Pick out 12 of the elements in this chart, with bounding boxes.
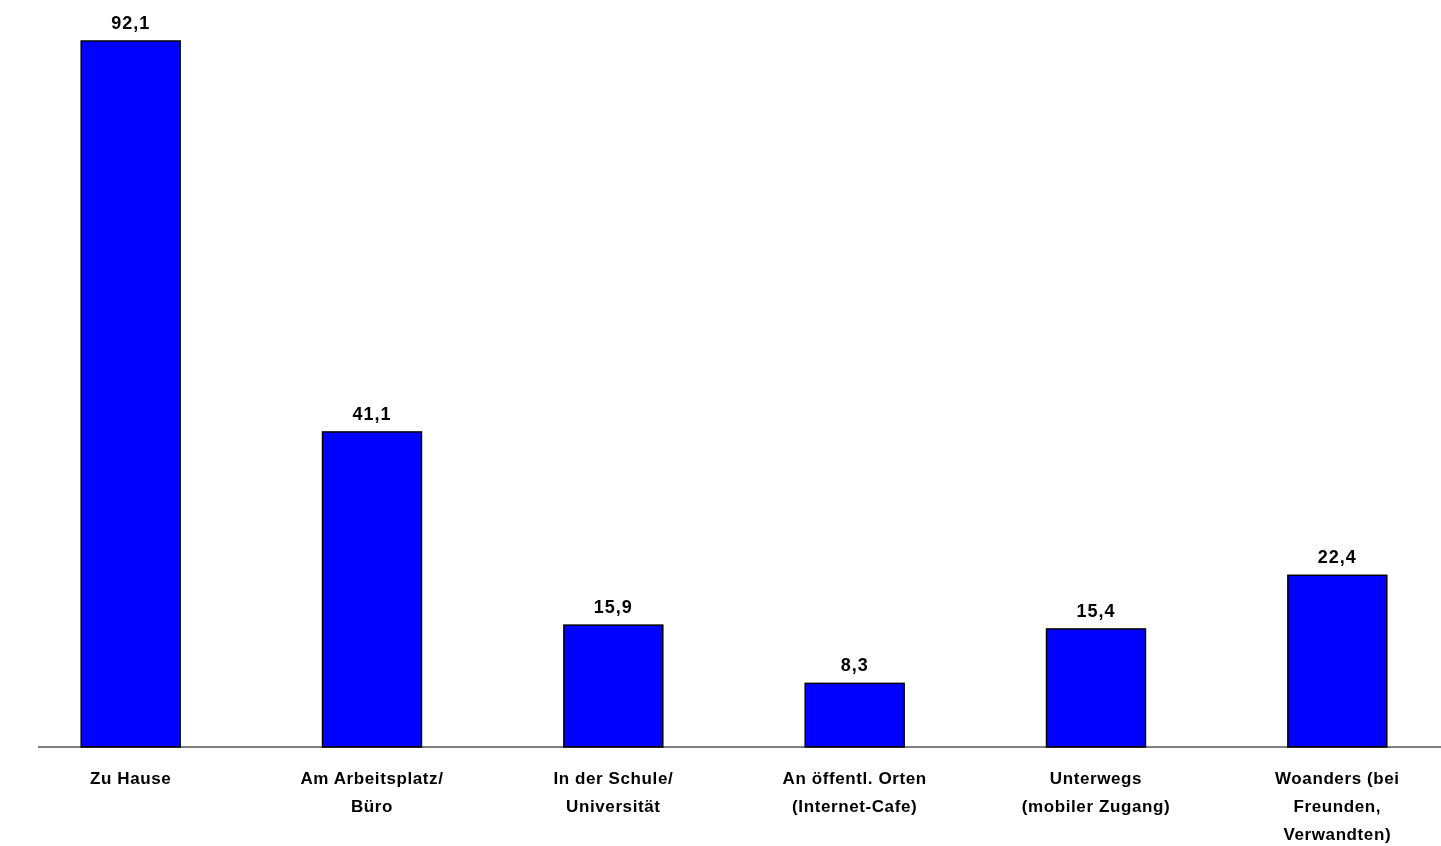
x-tick-label: Zu Hause bbox=[90, 769, 172, 788]
x-tick-label: Woanders (bei Freunden, Verwandten) bbox=[1275, 769, 1400, 844]
data-label: 15,4 bbox=[1076, 600, 1116, 621]
data-label: 41,1 bbox=[352, 403, 392, 424]
x-tick-label: Am Arbeitsplatz/ Büro bbox=[300, 769, 444, 816]
data-label: 22,4 bbox=[1317, 547, 1357, 568]
x-tick-label: Unterwegs (mobiler Zugang) bbox=[1021, 769, 1171, 816]
data-label: 8,3 bbox=[840, 655, 869, 676]
data-label: 92,1 bbox=[111, 13, 151, 33]
x-tick-label: An öffentl. Orten (Internet-Cafe) bbox=[782, 769, 927, 816]
data-label: 15,9 bbox=[593, 597, 633, 618]
x-tick-label: In der Schule/ Universität bbox=[553, 769, 674, 816]
